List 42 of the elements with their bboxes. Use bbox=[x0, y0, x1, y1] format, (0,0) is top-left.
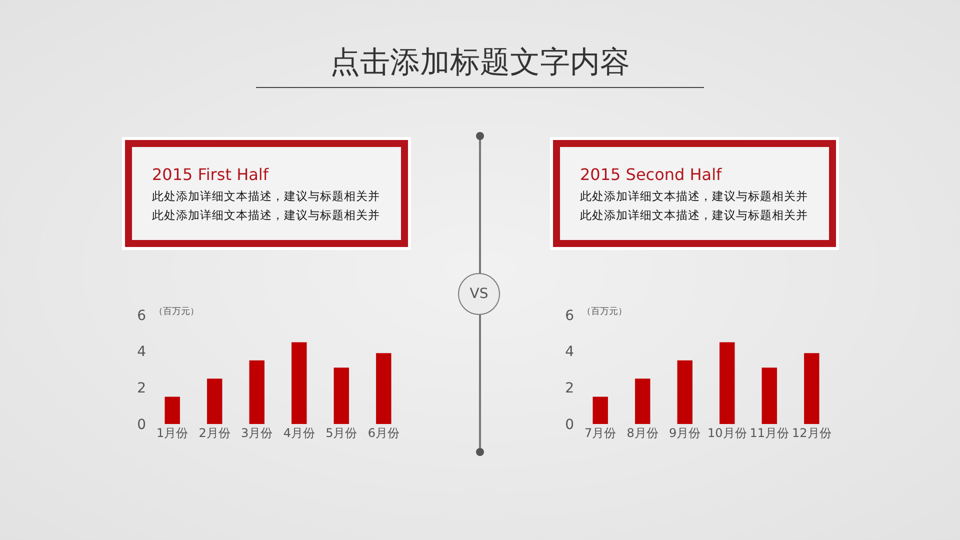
bar bbox=[720, 342, 735, 424]
y-tick-label: 4 bbox=[137, 344, 146, 360]
text: VS bbox=[458, 273, 500, 315]
x-tick-label: 12月份 bbox=[792, 426, 832, 440]
bar bbox=[376, 353, 392, 424]
text: 此处添加详细文本描述，建议与标题相关并 bbox=[152, 189, 380, 204]
x-tick-label: 4月份 bbox=[283, 426, 315, 440]
bar bbox=[762, 368, 777, 424]
chart-title: 2015 First Half bbox=[152, 165, 268, 184]
y-tick-label: 2 bbox=[565, 380, 574, 397]
x-tick-label: 3月份 bbox=[241, 426, 273, 440]
text: 此处添加详细文本描述，建议与标题相关并 bbox=[152, 208, 380, 223]
y-tick-label: 0 bbox=[137, 416, 146, 433]
bar bbox=[804, 353, 820, 424]
y-tick-label: 0 bbox=[565, 416, 574, 433]
y-tick-label: 4 bbox=[565, 344, 574, 360]
text: 此处添加详细文本描述，建议与标题相关并 bbox=[580, 208, 808, 223]
bar bbox=[164, 396, 180, 424]
x-tick-label: 10月份 bbox=[707, 426, 747, 440]
text: 点击添加标题文字内容 bbox=[329, 44, 631, 82]
bar bbox=[249, 360, 264, 424]
x-tick-label: 11月份 bbox=[750, 426, 790, 440]
text: 此处添加详细文本描述，建议与标题相关并 bbox=[580, 189, 808, 204]
y-axis-title: （百万元） bbox=[154, 306, 199, 317]
x-tick-label: 2月份 bbox=[198, 426, 230, 440]
bar bbox=[207, 378, 222, 424]
bar bbox=[292, 342, 307, 424]
y-axis-title: （百万元） bbox=[582, 306, 627, 317]
x-tick-label: 9月份 bbox=[669, 426, 701, 440]
y-tick-label: 6 bbox=[137, 308, 146, 324]
bar bbox=[592, 396, 608, 424]
x-tick-label: 8月份 bbox=[626, 426, 658, 440]
x-tick-label: 6月份 bbox=[368, 426, 400, 440]
y-tick-label: 6 bbox=[565, 308, 574, 324]
x-tick-label: 1月份 bbox=[156, 426, 188, 440]
x-tick-label: 7月份 bbox=[584, 426, 616, 440]
bar bbox=[635, 378, 650, 424]
y-tick-label: 2 bbox=[137, 380, 146, 397]
chart-title: 2015 Second Half bbox=[580, 165, 722, 184]
bar bbox=[677, 360, 692, 424]
bar bbox=[334, 368, 349, 424]
x-tick-label: 5月份 bbox=[326, 426, 358, 440]
